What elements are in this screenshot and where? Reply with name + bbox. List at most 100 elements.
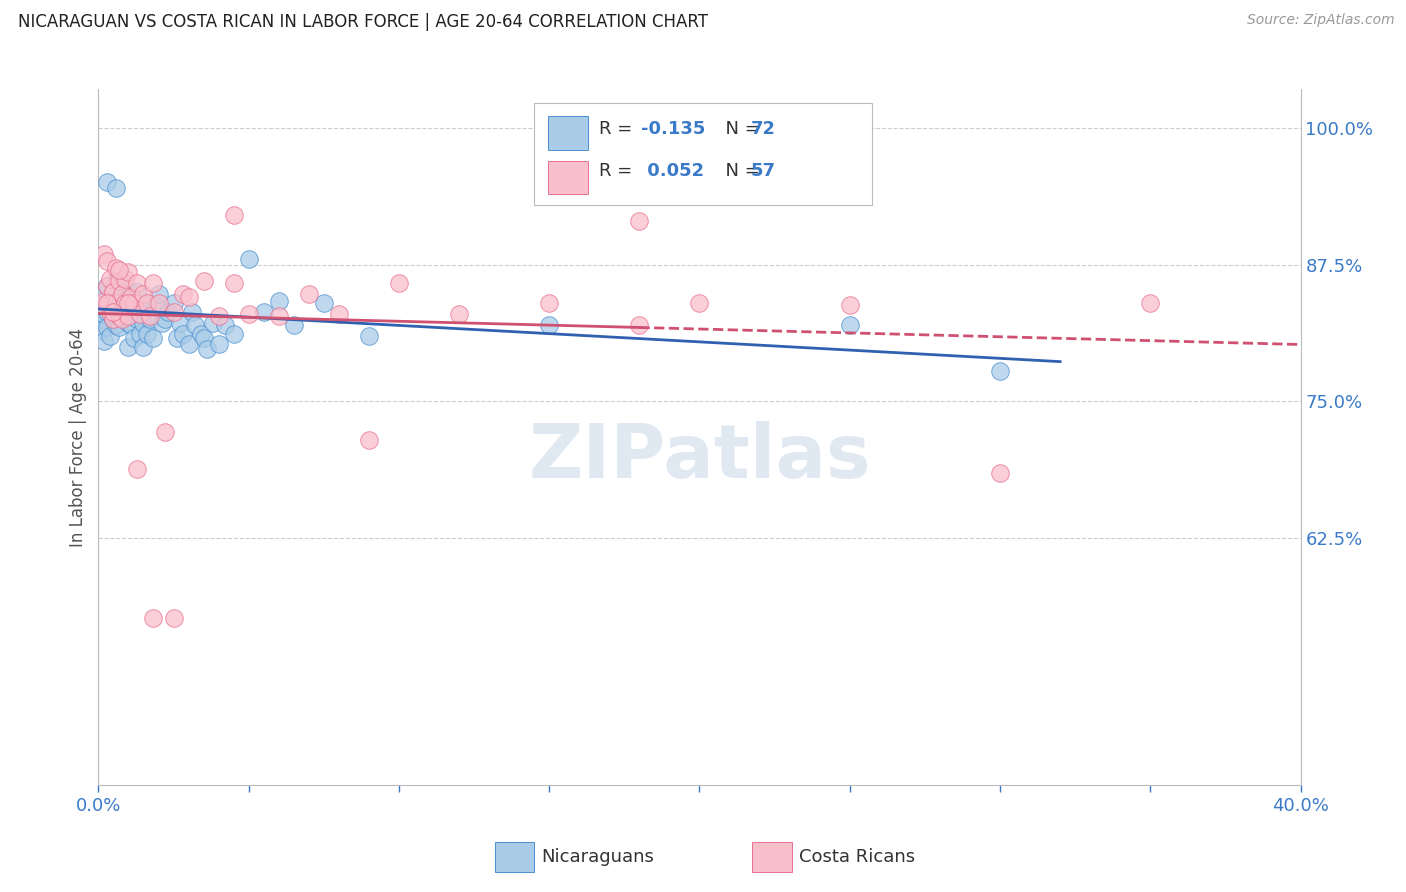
Text: 0.052: 0.052 <box>641 162 704 180</box>
Text: R =: R = <box>599 162 638 180</box>
Point <box>222 276 245 290</box>
Text: N =: N = <box>714 120 766 138</box>
Point <box>357 433 380 447</box>
Point <box>145 298 167 312</box>
Point <box>628 213 651 227</box>
Point <box>538 318 561 332</box>
Point <box>103 312 125 326</box>
Point <box>177 337 200 351</box>
Point <box>96 320 118 334</box>
Point <box>105 274 128 288</box>
Point <box>193 331 215 345</box>
Point <box>105 318 128 332</box>
Point <box>177 290 200 304</box>
Point <box>388 276 411 290</box>
Text: Costa Ricans: Costa Ricans <box>799 848 915 866</box>
Point <box>108 283 131 297</box>
Y-axis label: In Labor Force | Age 20-64: In Labor Force | Age 20-64 <box>69 327 87 547</box>
Point <box>103 304 125 318</box>
Point <box>117 340 139 354</box>
Point <box>90 312 112 326</box>
Point <box>108 309 131 323</box>
Point <box>838 318 860 332</box>
Text: Nicaraguans: Nicaraguans <box>541 848 654 866</box>
Point <box>129 307 152 321</box>
Point <box>96 254 118 268</box>
Point <box>150 316 173 330</box>
Point <box>111 274 134 288</box>
Point <box>138 312 160 326</box>
Text: Source: ZipAtlas.com: Source: ZipAtlas.com <box>1247 13 1395 28</box>
Point <box>96 296 118 310</box>
Point <box>201 316 224 330</box>
Point <box>105 260 128 275</box>
Point <box>222 208 245 222</box>
Point <box>328 307 350 321</box>
Point <box>267 293 290 308</box>
Point <box>135 298 157 312</box>
Point <box>127 285 149 299</box>
Point <box>124 296 146 310</box>
Point <box>183 318 205 332</box>
Point <box>96 279 118 293</box>
Point <box>117 296 139 310</box>
Point <box>105 181 128 195</box>
Point <box>129 307 152 321</box>
Point <box>838 298 860 312</box>
Point <box>100 290 122 304</box>
Point <box>127 276 149 290</box>
Point <box>111 292 134 306</box>
Point <box>193 274 215 288</box>
Point <box>153 312 176 326</box>
Point <box>96 304 118 318</box>
Point <box>121 318 143 332</box>
Point <box>214 318 236 332</box>
Point <box>90 323 112 337</box>
Point <box>1139 296 1161 310</box>
Point <box>108 320 131 334</box>
Point <box>111 312 134 326</box>
Point <box>222 326 245 341</box>
Point <box>141 611 163 625</box>
Point <box>93 293 115 308</box>
Text: 57: 57 <box>751 162 776 180</box>
Point <box>172 326 194 341</box>
Point <box>117 316 139 330</box>
Point <box>108 274 131 288</box>
Point <box>100 304 122 318</box>
Point <box>103 304 125 318</box>
Point <box>117 265 139 279</box>
Point <box>180 304 202 318</box>
Point <box>153 425 176 439</box>
Point <box>135 296 157 310</box>
Point <box>162 611 184 625</box>
Point <box>141 276 163 290</box>
Point <box>253 304 276 318</box>
Point <box>103 285 125 299</box>
Point <box>127 312 149 326</box>
Point <box>93 334 115 349</box>
Point <box>100 272 122 286</box>
Point <box>121 290 143 304</box>
Point <box>238 307 260 321</box>
Point <box>162 304 184 318</box>
Point <box>689 296 711 310</box>
Point <box>988 364 1011 378</box>
Point <box>114 307 136 321</box>
Point <box>166 331 188 345</box>
Point <box>132 340 155 354</box>
Point <box>141 331 163 345</box>
Point <box>172 287 194 301</box>
Point <box>988 466 1011 480</box>
Point <box>105 296 128 310</box>
Point <box>132 287 155 301</box>
Point <box>114 272 136 286</box>
Point <box>103 285 125 299</box>
Text: N =: N = <box>714 162 766 180</box>
Point <box>117 309 139 323</box>
Point <box>132 316 155 330</box>
Point <box>283 318 305 332</box>
Point <box>208 337 231 351</box>
Point <box>96 279 118 293</box>
Point <box>93 307 115 321</box>
